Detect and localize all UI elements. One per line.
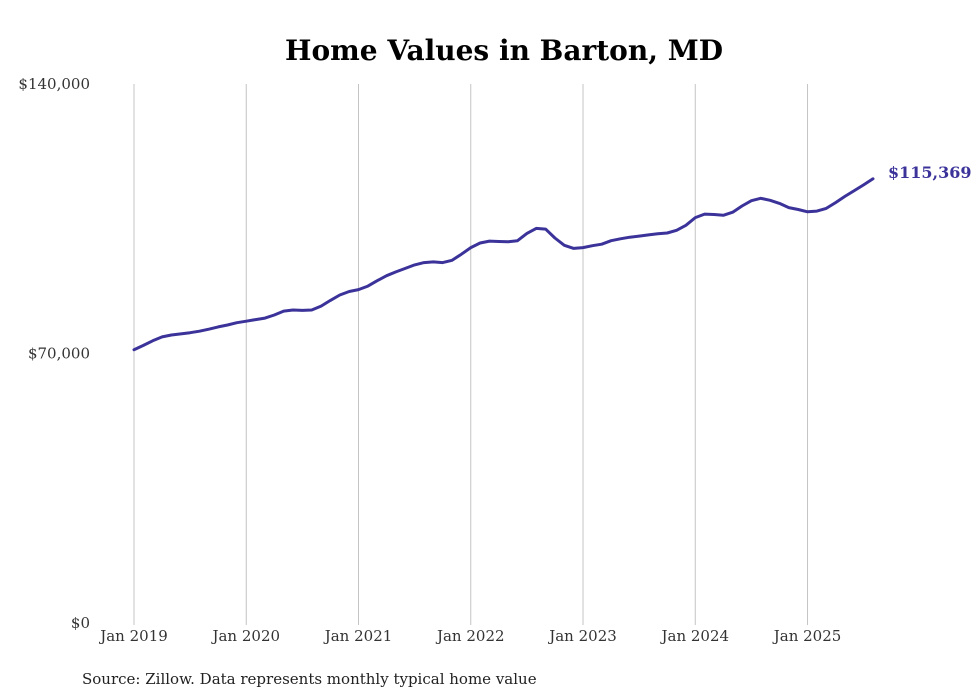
y-tick-label: $70,000 <box>28 345 90 363</box>
x-tick-label: Jan 2025 <box>772 627 842 645</box>
chart-title: Home Values in Barton, MD <box>285 34 723 67</box>
series-line <box>132 177 875 352</box>
x-tick-label: Jan 2020 <box>210 627 280 645</box>
x-tick-label: Jan 2024 <box>659 627 729 645</box>
x-tick-label: Jan 2023 <box>547 627 617 645</box>
series <box>132 177 875 352</box>
x-tick-label: Jan 2022 <box>435 627 505 645</box>
end-value-label: $115,369 <box>888 163 972 182</box>
y-tick-label: $0 <box>71 614 90 632</box>
source-note: Source: Zillow. Data represents monthly … <box>82 670 537 688</box>
gridlines <box>133 84 809 625</box>
x-tick-label: Jan 2021 <box>323 627 393 645</box>
y-axis: $0 $70,000 $140,000 <box>18 75 90 632</box>
x-tick-label: Jan 2019 <box>98 627 168 645</box>
x-axis: Jan 2019 Jan 2020 Jan 2021 Jan 2022 Jan 2023… <box>98 627 841 645</box>
y-tick-label: $140,000 <box>18 75 90 93</box>
